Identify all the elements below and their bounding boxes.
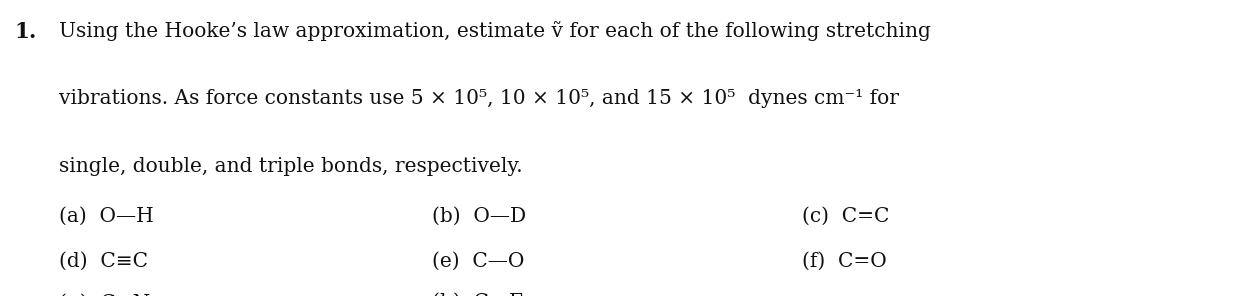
Text: (g)  C≡N: (g) C≡N (59, 293, 151, 296)
Text: (d)  C≡C: (d) C≡C (59, 252, 148, 271)
Text: (c)  C=C: (c) C=C (802, 207, 890, 226)
Text: (a)  O—H: (a) O—H (59, 207, 154, 226)
Text: Using the Hooke’s law approximation, estimate ṽ for each of the following stretc: Using the Hooke’s law approximation, est… (59, 21, 932, 41)
Text: 1.: 1. (15, 21, 37, 43)
Text: (e)  C—O: (e) C—O (432, 252, 524, 271)
Text: vibrations. As force constants use 5 × 10⁵, 10 × 10⁵, and 15 × 10⁵  dynes cm⁻¹ f: vibrations. As force constants use 5 × 1… (59, 89, 900, 108)
Text: (b)  O—D: (b) O—D (432, 207, 526, 226)
Text: (h)  C—F: (h) C—F (432, 293, 523, 296)
Text: (f)  C=O: (f) C=O (802, 252, 887, 271)
Text: single, double, and triple bonds, respectively.: single, double, and triple bonds, respec… (59, 157, 523, 176)
